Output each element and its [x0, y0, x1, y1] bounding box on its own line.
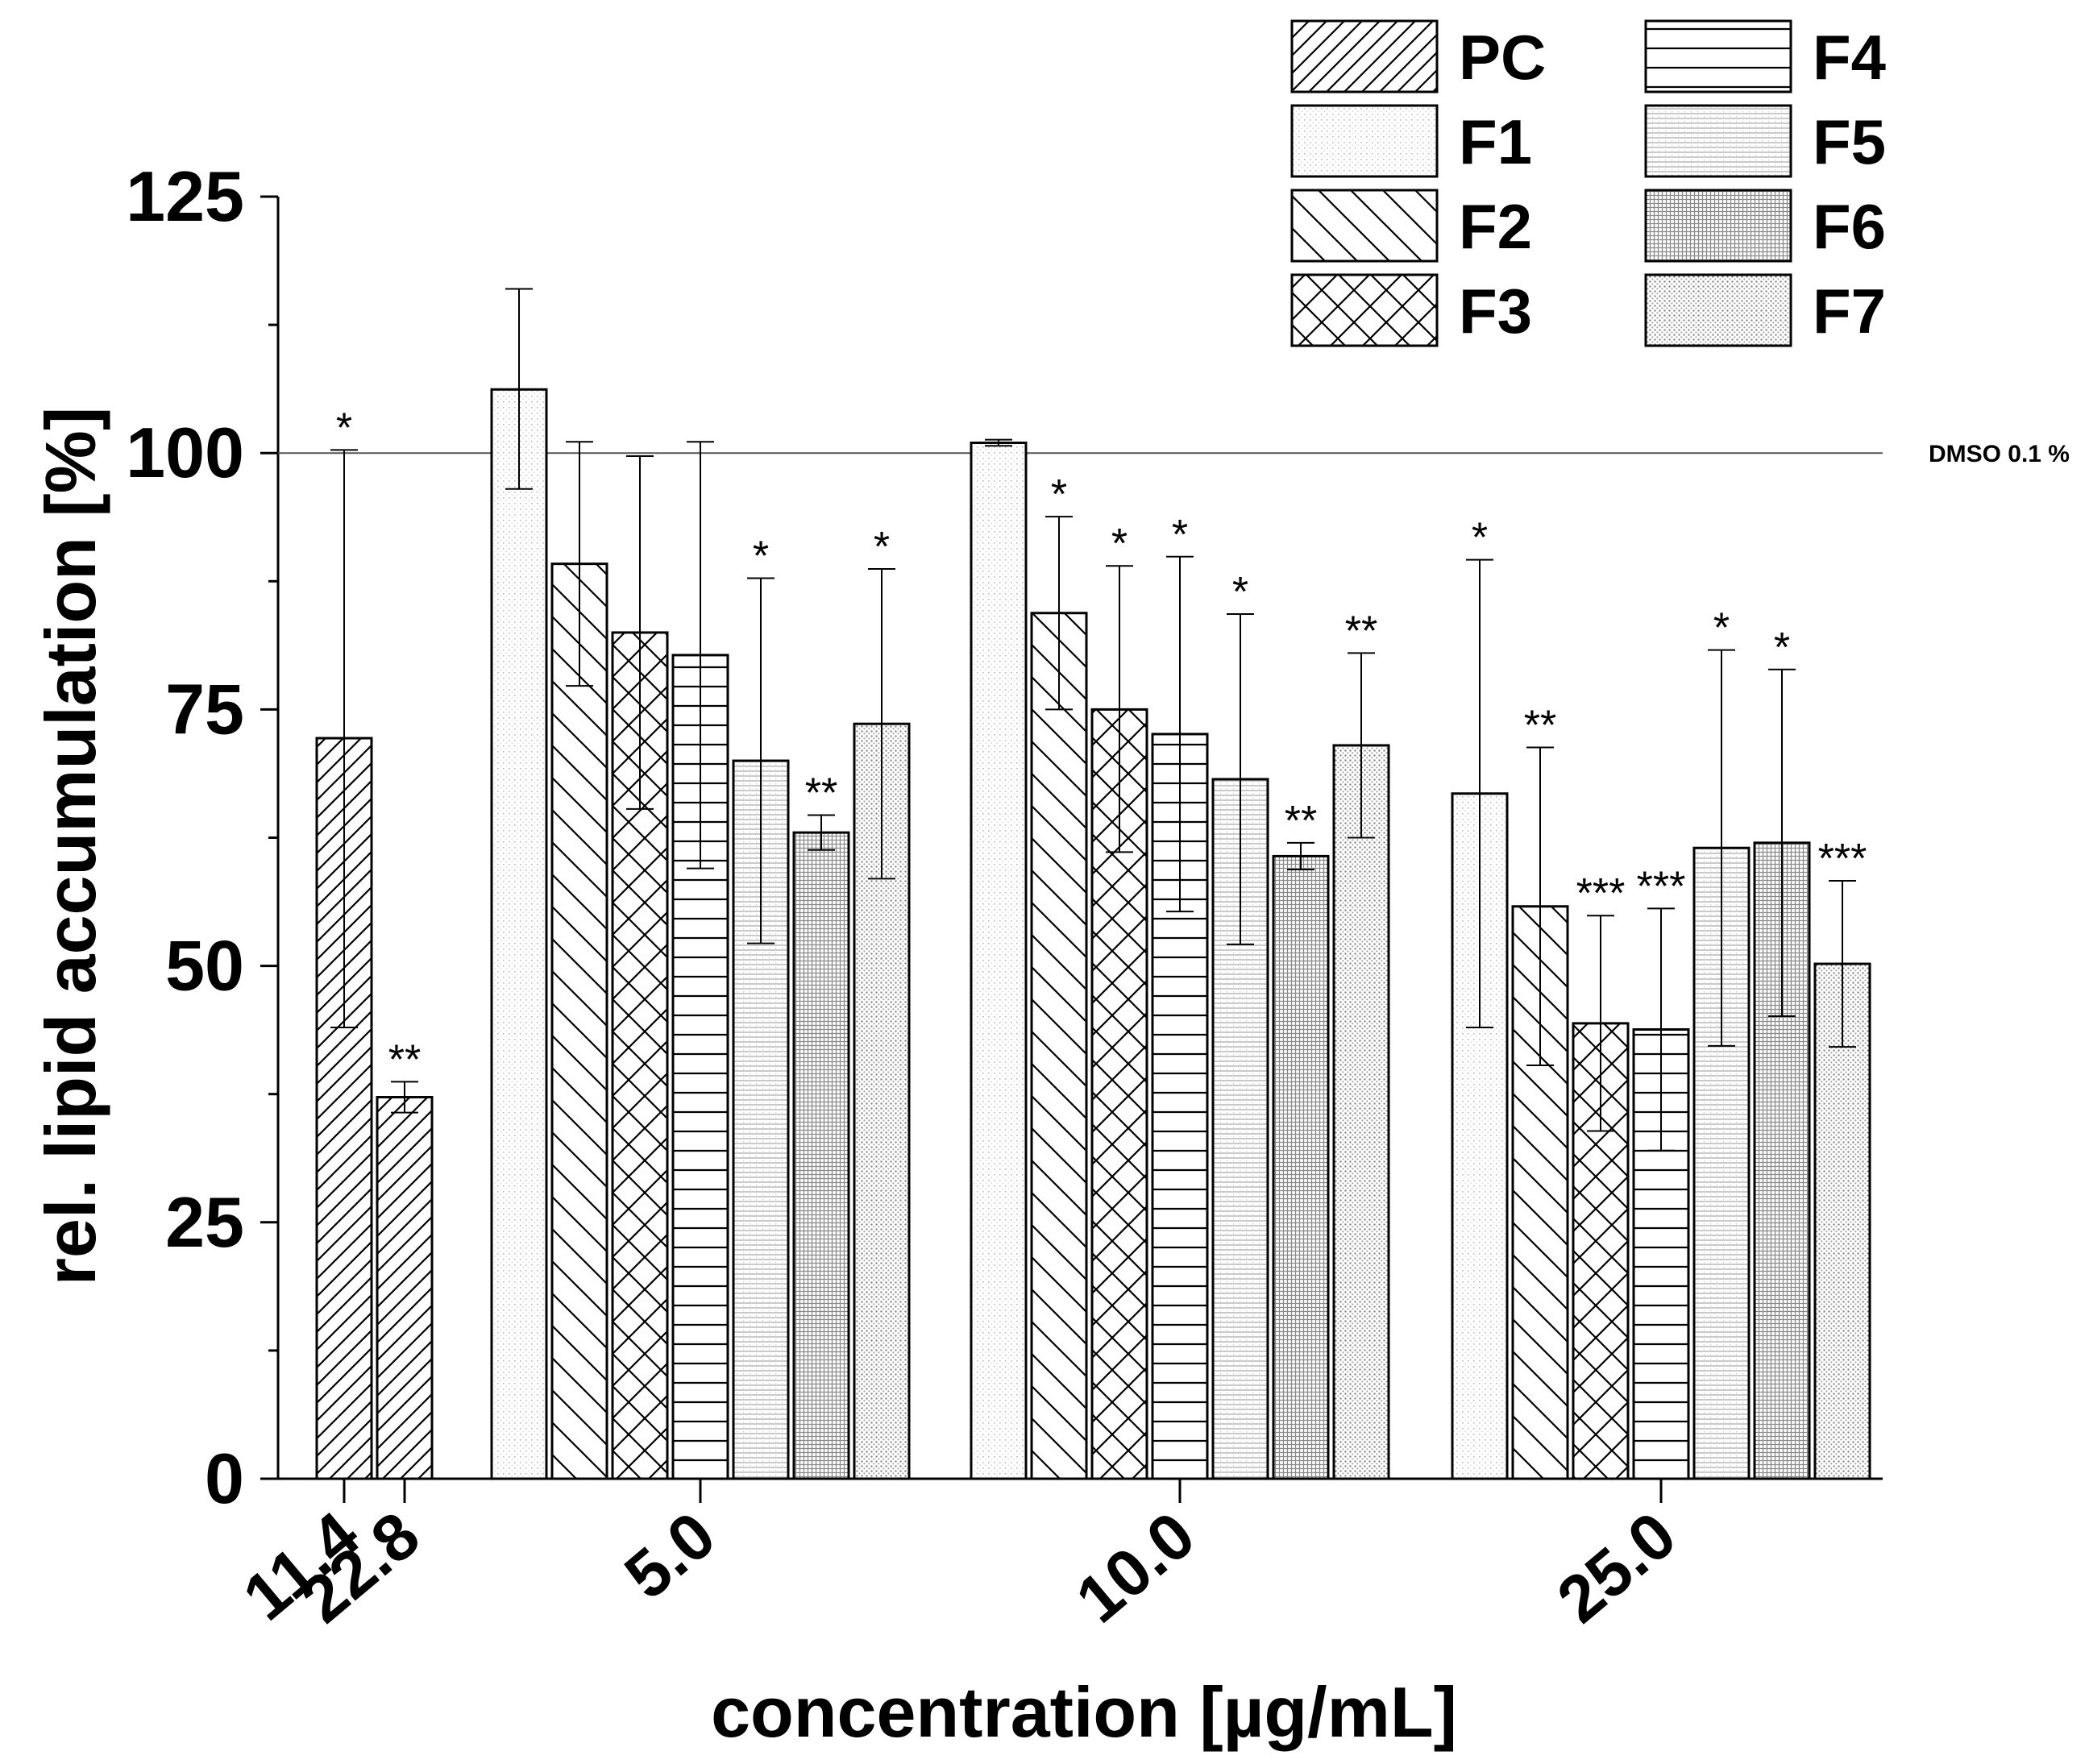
legend: PC F1 F2 F3 F4 F5 F6 F7: [1290, 19, 1886, 347]
x-tick-label: 25.0: [1544, 1498, 1690, 1637]
bar-f6: [792, 831, 850, 1480]
significance-label: *: [1472, 515, 1488, 562]
significance-label: *: [1111, 521, 1128, 567]
x-axis-label: concentration [µg/mL]: [711, 1672, 1457, 1752]
y-axis-ticks: 0 25 50 75 100 125: [126, 156, 278, 1518]
legend-label-f6: F6: [1813, 191, 1886, 262]
bar-f2: [550, 562, 608, 1480]
legend-swatch-f3: [1290, 273, 1439, 347]
significance-label: *: [1774, 625, 1790, 671]
y-tick-label: 0: [205, 1438, 244, 1518]
legend-label-f3: F3: [1459, 276, 1532, 347]
bar-pc: [376, 1096, 434, 1480]
legend-label-f2: F2: [1459, 191, 1532, 262]
legend-swatch-f4: [1644, 19, 1792, 93]
bar-f1: [490, 388, 548, 1480]
significance-label: ***: [1818, 836, 1867, 882]
bar-f6: [1272, 854, 1330, 1480]
bar-f1: [970, 441, 1028, 1480]
legend-label-f7: F7: [1813, 276, 1886, 347]
bar-f2: [1030, 612, 1088, 1480]
y-tick-label: 75: [165, 669, 244, 749]
significance-label: ***: [1576, 870, 1626, 917]
significance-label: **: [805, 770, 837, 816]
x-tick-label: 10.0: [1063, 1498, 1209, 1637]
significance-label: *: [1051, 471, 1067, 518]
significance-label: **: [1524, 702, 1556, 749]
x-axis-ticks: 11.422.8 5.0 10.0 25.0: [230, 1479, 1690, 1637]
legend-label-f4: F4: [1813, 22, 1886, 93]
y-tick-label: 25: [165, 1182, 244, 1262]
significance-label: *: [1172, 512, 1188, 558]
legend-label-f5: F5: [1813, 106, 1886, 177]
y-tick-label: 125: [126, 156, 244, 236]
legend-swatch-f1: [1290, 104, 1439, 178]
bar-f7: [1813, 962, 1871, 1480]
significance-label: *: [874, 524, 890, 571]
y-axis-label: rel. lipid accumulation [%]: [31, 407, 110, 1285]
legend-swatch-f6: [1644, 189, 1792, 263]
reference-line-label: DMSO 0.1 %: [1929, 441, 2070, 467]
significance-label: *: [1713, 605, 1730, 652]
significance-label: **: [1285, 798, 1317, 845]
significance-label: *: [1232, 569, 1248, 616]
legend-swatch-f7: [1644, 273, 1792, 347]
bars: ********* ************ **** ****: [315, 288, 1871, 1480]
significance-label: ***: [1637, 863, 1686, 910]
legend-swatch-f5: [1644, 104, 1792, 178]
legend-swatch-f2: [1290, 189, 1439, 263]
significance-label: **: [388, 1036, 421, 1083]
legend-swatch-pc: [1290, 19, 1439, 93]
significance-label: *: [336, 405, 352, 451]
y-tick-label: 50: [165, 926, 244, 1006]
y-tick-label: 100: [126, 413, 244, 492]
legend-label-f1: F1: [1459, 106, 1532, 177]
significance-label: *: [753, 533, 769, 579]
significance-label: **: [1345, 608, 1377, 654]
bar-f7: [1332, 744, 1390, 1480]
legend-label-pc: PC: [1459, 22, 1546, 93]
x-tick-label: 5.0: [612, 1498, 729, 1613]
